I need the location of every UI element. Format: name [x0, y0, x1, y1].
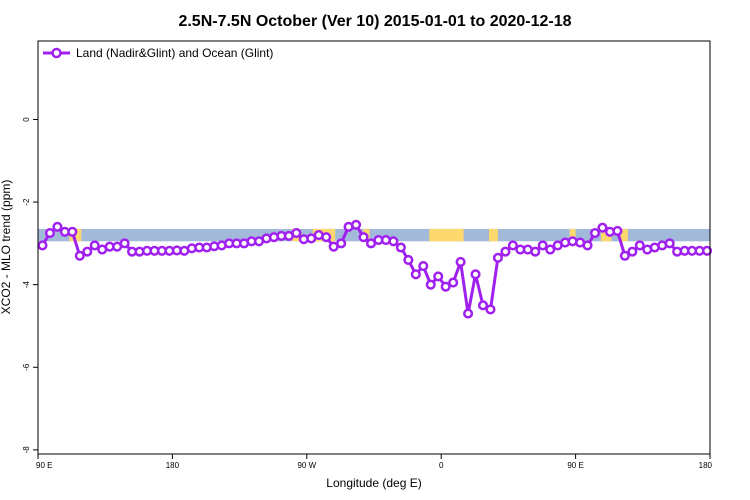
y-axis-ticks: 0 -2 -4 -6 -8 — [22, 117, 38, 454]
data-point-78 — [619, 250, 630, 261]
y-tick-label-2: -4 — [22, 281, 31, 289]
y-tick-label-4: -8 — [22, 446, 31, 454]
y-tick-label-3: -6 — [22, 363, 31, 371]
data-point-61 — [492, 252, 503, 263]
data-point-2 — [52, 221, 63, 232]
data-point-66 — [530, 246, 541, 257]
data-point-73 — [582, 240, 593, 251]
data-point-58 — [470, 269, 481, 280]
chart-title: 2.5N-7.5N October (Ver 10) 2015-01-01 to… — [178, 13, 571, 30]
data-point-68 — [545, 244, 556, 255]
legend-label: Land (Nadir&Glint) and Ocean (Glint) — [76, 46, 273, 60]
series-layer — [37, 219, 713, 319]
y-tick-label-0: 0 — [22, 117, 31, 122]
data-point-47 — [388, 236, 399, 247]
data-point-75 — [597, 222, 608, 233]
x-tick-label-2: 90 W — [297, 461, 316, 470]
data-point-79 — [627, 246, 638, 257]
data-point-0 — [37, 240, 48, 251]
data-point-11 — [119, 238, 130, 249]
data-point-63 — [507, 240, 518, 251]
data-point-6 — [82, 246, 93, 257]
data-point-62 — [500, 246, 511, 257]
data-point-50 — [410, 269, 421, 280]
data-point-59 — [477, 300, 489, 311]
data-point-49 — [403, 254, 414, 265]
data-point-77 — [612, 225, 623, 237]
data-point-60 — [485, 304, 496, 315]
ocean-band — [38, 228, 710, 242]
x-tick-label-3: 0 — [439, 461, 444, 470]
x-tick-label-5: 180 — [699, 461, 713, 470]
x-tick-label-1: 180 — [166, 461, 180, 470]
data-point-40 — [336, 238, 347, 249]
data-point-4 — [67, 226, 78, 237]
land-band-segment-4 — [429, 228, 464, 242]
land-band-segment-6 — [569, 228, 576, 242]
data-point-67 — [537, 240, 548, 251]
data-point-89 — [701, 245, 713, 256]
x-tick-label-0: 90 E — [36, 461, 52, 470]
x-axis-ticks: 90 E 180 90 W 0 90 E 180 — [36, 454, 713, 470]
data-point-34 — [291, 227, 302, 239]
data-point-57 — [463, 308, 474, 319]
legend: Land (Nadir&Glint) and Ocean (Glint) — [43, 46, 273, 60]
data-point-48 — [395, 242, 406, 253]
data-point-1 — [44, 227, 55, 239]
y-axis-label: XCO2 - MLO trend (ppm) — [0, 180, 13, 315]
land-band-segment-8 — [620, 228, 628, 242]
data-point-74 — [589, 227, 601, 239]
data-point-84 — [664, 238, 675, 249]
x-tick-label-4: 90 E — [567, 461, 583, 470]
data-point-52 — [425, 279, 436, 290]
land-band-segment-5 — [488, 228, 498, 242]
data-point-38 — [321, 232, 332, 243]
data-point-55 — [448, 277, 459, 288]
data-point-42 — [351, 219, 362, 230]
data-point-51 — [418, 261, 429, 272]
data-point-5 — [74, 250, 85, 261]
plot-frame — [37, 40, 711, 455]
data-point-7 — [89, 240, 100, 251]
y-tick-label-1: -2 — [22, 198, 31, 206]
legend-marker-swatch — [51, 47, 62, 59]
data-point-56 — [455, 256, 466, 268]
data-point-43 — [358, 232, 369, 243]
data-point-54 — [440, 281, 451, 292]
x-axis-label: Longitude (deg E) — [326, 476, 421, 490]
data-point-80 — [634, 240, 645, 251]
data-point-53 — [433, 271, 444, 282]
